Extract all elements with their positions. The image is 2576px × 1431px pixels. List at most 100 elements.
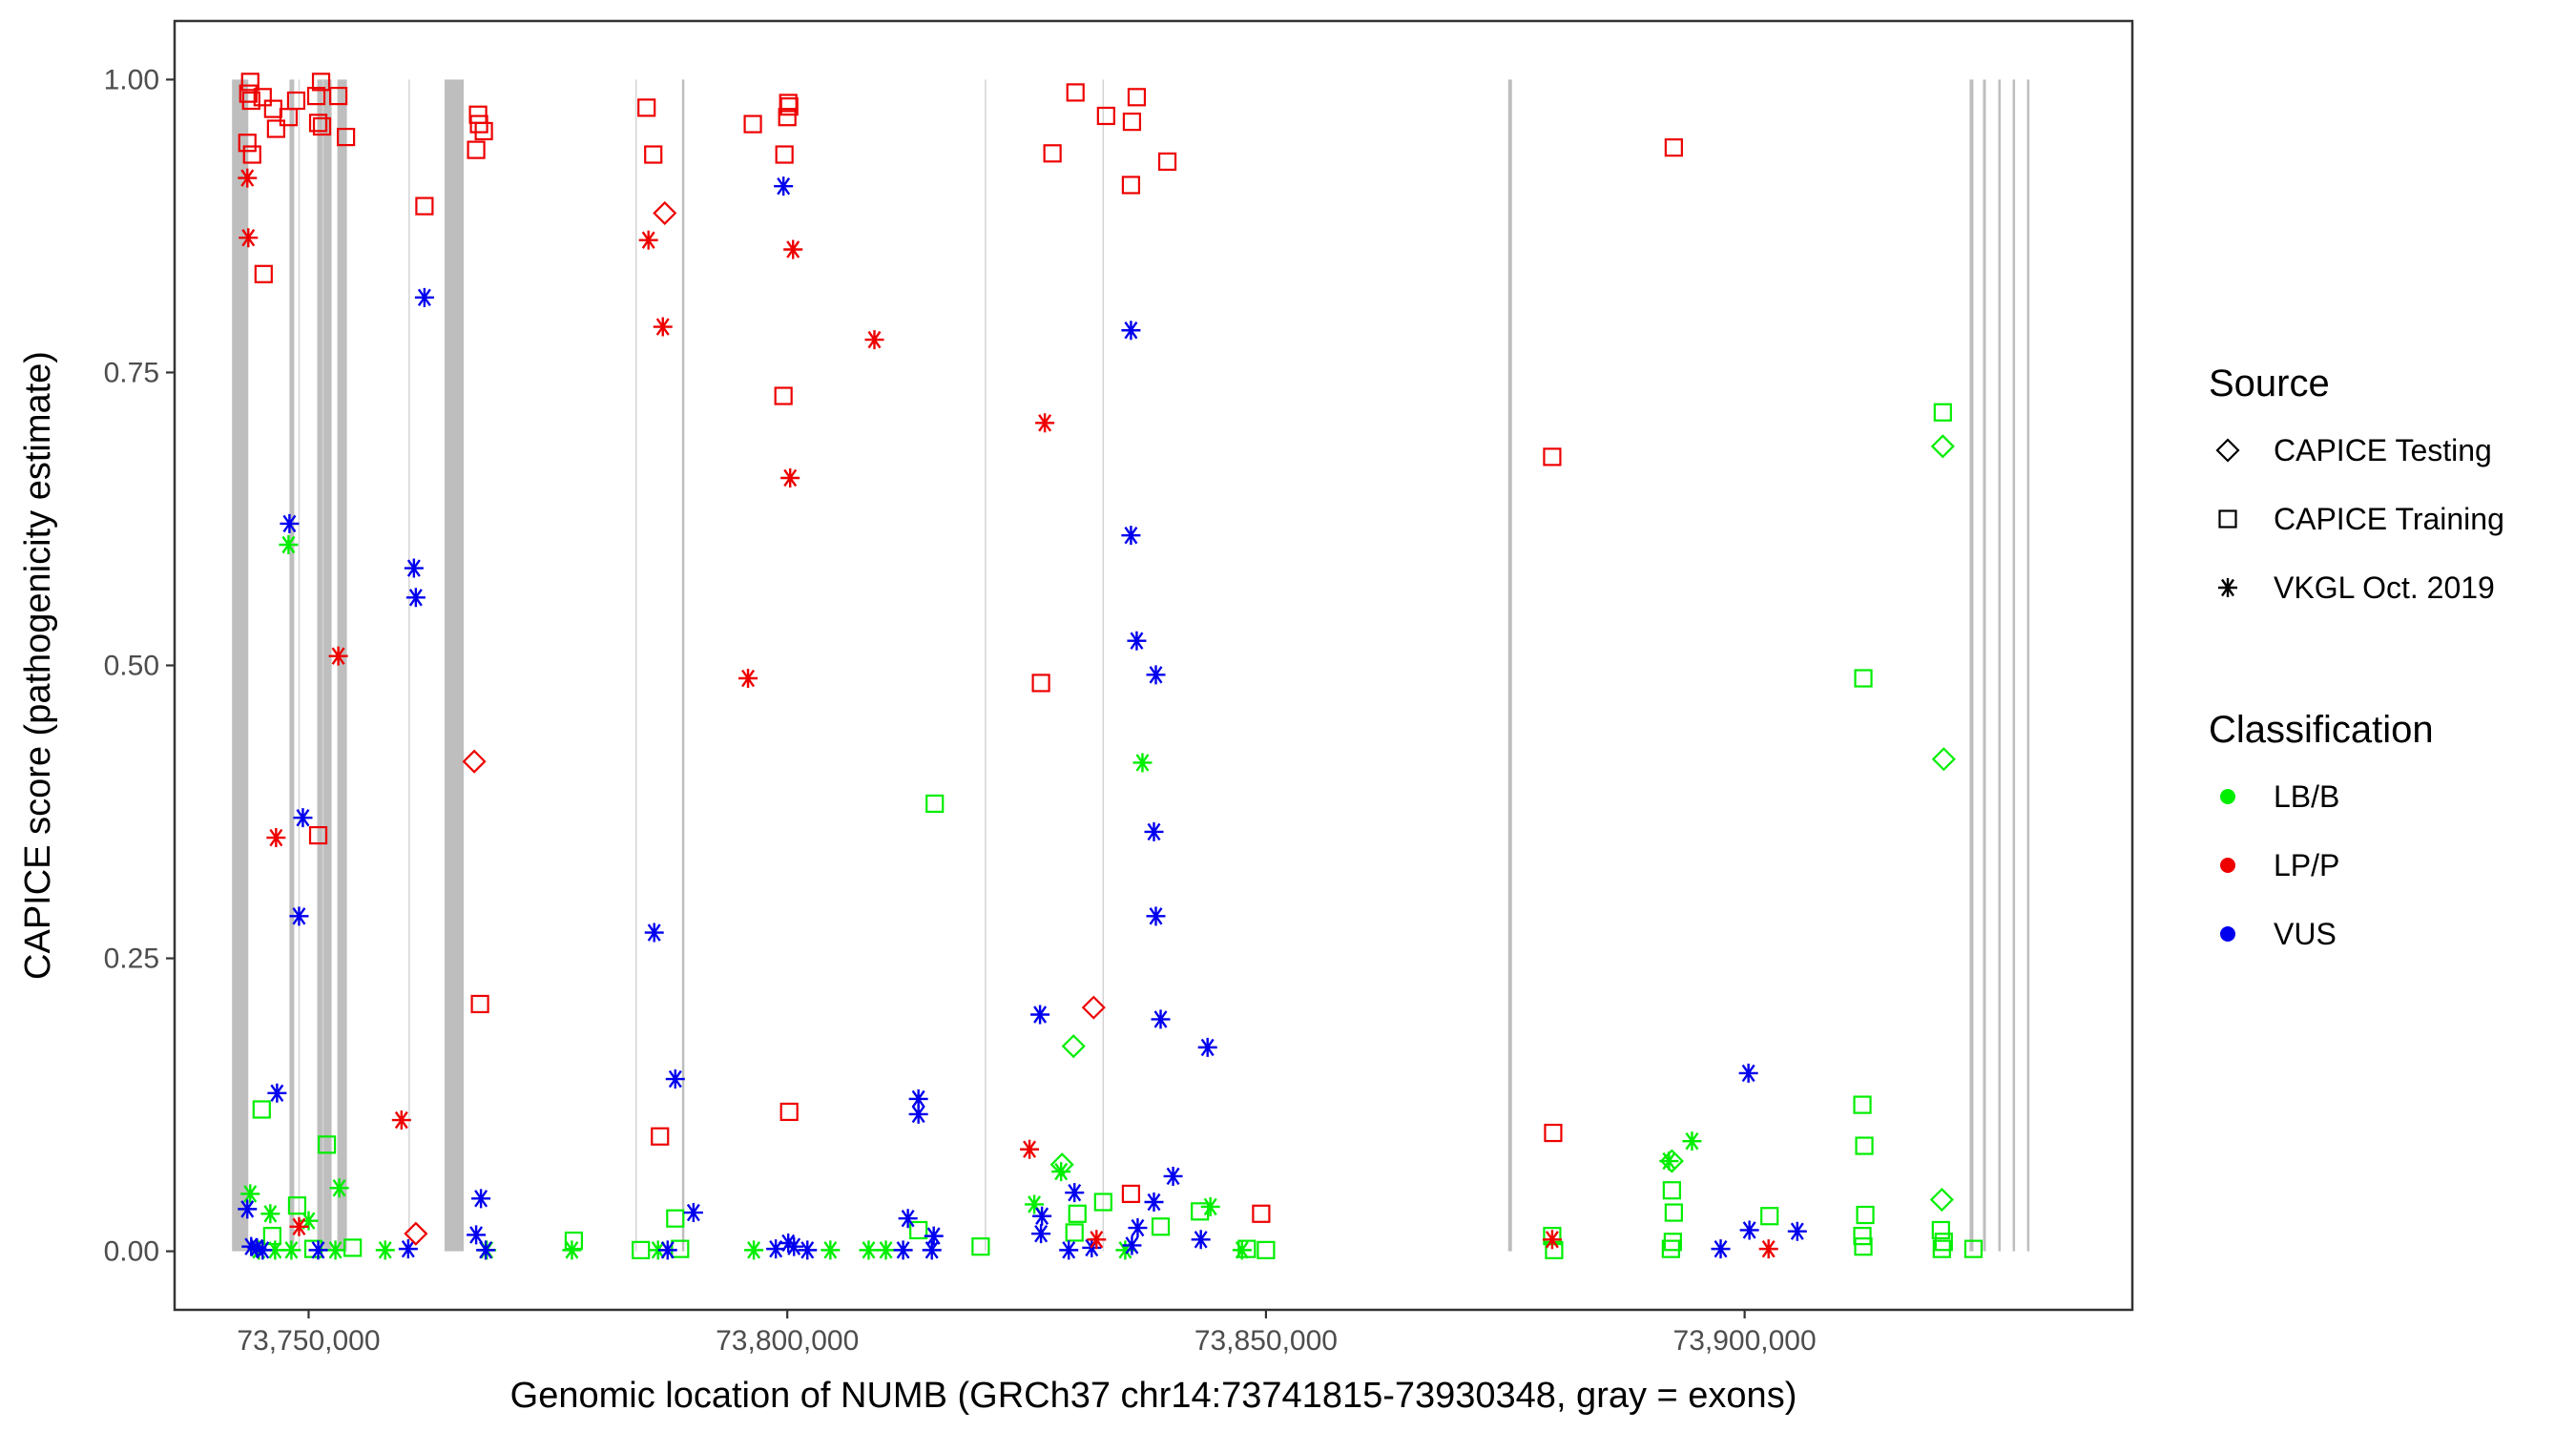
data-point [876,1240,896,1260]
marker-square [666,1209,685,1228]
marker-star [1035,413,1055,433]
marker-star [467,1225,487,1245]
marker-star [328,646,348,666]
data-point [1664,1203,1683,1222]
marker-star [1711,1239,1731,1259]
data-point [286,91,306,111]
data-point [308,825,328,845]
data-point [1030,1005,1050,1025]
data-point [1146,665,1166,685]
marker-square [286,91,306,111]
exon-band [2012,79,2016,1252]
marker-square [1065,1223,1084,1242]
marker-square [1121,176,1141,195]
data-point [1543,447,1562,467]
data-point [1096,106,1115,126]
marker-square [328,87,348,106]
data-point [1661,1239,1680,1258]
marker-star [1232,1240,1252,1260]
data-point [239,84,258,103]
data-point [289,1216,309,1236]
exon-band [444,79,465,1252]
data-point [1664,138,1683,157]
data-point [1151,1009,1171,1029]
marker-star [1115,1240,1135,1260]
exon-band-layer [232,79,2030,1252]
exon-band [289,79,295,1252]
data-point [329,1178,349,1198]
marker-star [683,1203,703,1223]
data-point [1065,1183,1085,1203]
data-point [637,98,656,117]
data-point [1252,1204,1271,1223]
marker-star [1127,631,1147,651]
data-point [1043,144,1062,163]
marker-square [1043,144,1062,163]
data-point [267,1083,287,1103]
marker-diamond [1659,1149,1684,1173]
marker-square [1855,1136,1874,1155]
data-point [925,794,945,814]
data-point [1191,1230,1211,1250]
data-point [922,1240,942,1260]
marker-star [784,1236,804,1256]
data-point [1738,1063,1758,1083]
marker-square [262,1227,281,1246]
data-point [462,749,487,774]
data-point [1854,669,1873,688]
data-point [1197,1037,1217,1057]
marker-square [1544,1123,1563,1143]
marker-square [1151,1217,1171,1236]
marker-star [238,168,258,188]
marker-square [775,145,794,164]
marker-star [241,1236,261,1256]
marker-square [337,127,356,147]
marker-square [651,1127,670,1146]
data-point [1232,1240,1252,1260]
marker-star [738,669,758,689]
marker-square [1127,88,1147,107]
marker-diamond [462,749,487,774]
marker-star [774,176,794,197]
data-point [1855,1136,1874,1155]
legend-label-classification: LB/B [2274,779,2339,814]
data-point [644,145,663,164]
marker-star [1659,1151,1679,1172]
data-point [779,1102,799,1122]
legend-label-classification: VUS [2274,917,2337,951]
marker-square [1252,1204,1271,1223]
data-point [653,200,677,225]
legend-title-classification: Classification [2209,709,2434,751]
data-point [293,808,313,828]
legend-label-source: VKGL Oct. 2019 [2274,570,2495,605]
marker-square [2218,509,2237,529]
data-point [414,287,434,307]
marker-star [1200,1196,1220,1216]
data-point [1237,1239,1257,1258]
marker-square [238,134,257,153]
legend-key-star [2218,578,2237,597]
marker-square [306,87,326,106]
marker-star [638,230,658,250]
data-point [308,114,328,133]
marker-star [908,1104,928,1124]
marker-square [469,114,488,134]
marker-square [1963,1239,1984,1258]
x-tick-label: 73,900,000 [1673,1325,1817,1357]
data-point [308,1240,328,1260]
marker-star [1787,1221,1807,1241]
marker-star [1030,1005,1050,1025]
marker-star [299,1211,319,1231]
marker-square [1931,1220,1950,1240]
marker-star [1059,1240,1079,1260]
marker-square [242,145,261,164]
marker-star [922,1240,942,1260]
data-point [562,1240,582,1260]
data-point [909,1220,928,1240]
marker-square [1096,106,1115,126]
data-point [1760,1207,1779,1226]
data-point [279,534,299,554]
data-point [1121,1184,1141,1204]
data-point [779,1233,799,1253]
data-point [1933,403,1952,422]
